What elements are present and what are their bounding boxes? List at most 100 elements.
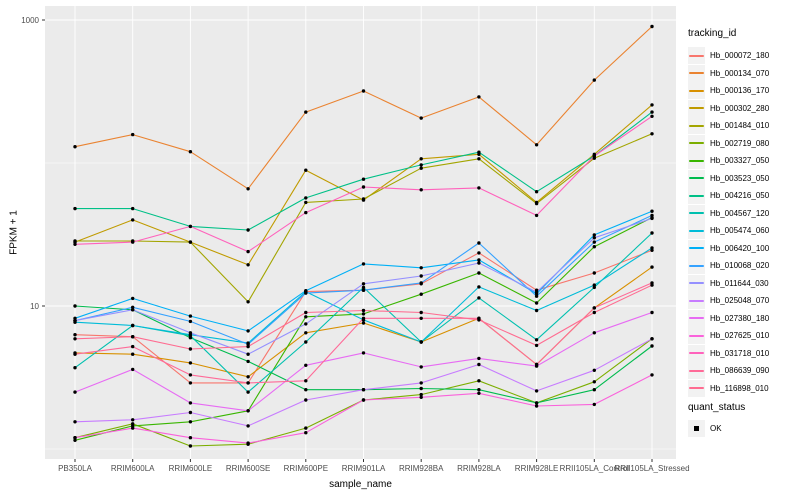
legend-key-line: [689, 142, 704, 144]
legend-key-line: [689, 159, 704, 162]
legend-item-Hb_010068_020: Hb_010068_020: [688, 257, 798, 274]
series-points-Hb_025048_070: [73, 337, 654, 428]
legend-item-Hb_004216_050: Hb_004216_050: [688, 187, 798, 204]
legend-item-label: Hb_025048_070: [710, 296, 770, 305]
legend-key-icon: [688, 309, 705, 327]
legend-item-Hb_116898_010: Hb_116898_010: [688, 379, 798, 397]
legend-item-Hb_004567_120: Hb_004567_120: [688, 204, 798, 222]
series-points-Hb_011644_030: [73, 216, 654, 356]
legend-item-label: Hb_003327_050: [710, 156, 770, 165]
legend-item-label: Hb_004567_120: [710, 208, 770, 218]
legend-key-line: [689, 72, 704, 74]
x-tick-label: RRIM600PE: [284, 464, 328, 473]
legend-item-label: Hb_000302_280: [710, 103, 770, 113]
legend-item-label: Hb_027625_010: [710, 331, 770, 340]
legend-key-line: [689, 124, 704, 127]
series-points-Hb_116898_010: [73, 283, 654, 351]
legend-item-label: Hb_116898_010: [710, 383, 769, 393]
legend-item-label: Hb_000134_070: [710, 68, 770, 78]
tracking-id-legend: tracking_id Hb_000072_180 Hb_000134_070 Hb…: [688, 28, 798, 397]
legend-item-label: Hb_031718_010: [710, 348, 770, 358]
legend-item-Hb_000302_280: Hb_000302_280: [688, 99, 798, 117]
legend-key-icon: [688, 169, 705, 187]
legend-key-line: [689, 194, 704, 197]
plot-panel: [45, 6, 676, 459]
x-tick-label: RRIM600LA: [111, 464, 155, 473]
legend-key-icon: [688, 47, 705, 64]
y-axis-title: FPKM + 1: [8, 210, 20, 255]
legend-key-icon: [688, 222, 705, 239]
series-points-Hb_027380_180: [73, 310, 654, 413]
legend-key-line: [689, 369, 704, 372]
legend-item-label: Hb_003523_050: [710, 173, 770, 183]
legend-item-Hb_025048_070: Hb_025048_070: [688, 292, 798, 309]
quant-status-legend: quant_status OK: [688, 402, 745, 437]
series-points-Hb_006420_100: [73, 209, 654, 333]
legend-item-label: Hb_001484_010: [710, 121, 770, 130]
legend-item-label: Hb_004216_050: [710, 191, 770, 200]
legend-key-line: [689, 89, 704, 92]
x-tick-label: RRII105LA_Stressed: [614, 464, 689, 473]
gridlines: [45, 6, 676, 459]
x-tick-label: RRIM600LE: [169, 464, 213, 473]
legend-item-label: Hb_000072_180: [710, 51, 770, 60]
legend-item-Hb_003327_050: Hb_003327_050: [688, 152, 798, 169]
legend-item-label: Hb_002719_080: [710, 138, 770, 148]
legend-item-label: Hb_027380_180: [710, 313, 770, 323]
x-tick-label: RRIM600SE: [226, 464, 270, 473]
legend-key-line: [689, 352, 704, 354]
legend-key-icon: [688, 257, 705, 274]
series-points-Hb_000134_070: [73, 24, 654, 191]
legend-item-label: Hb_005474_060: [710, 226, 770, 235]
legend-item-Hb_027380_180: Hb_027380_180: [688, 309, 798, 327]
legend-title: tracking_id: [688, 28, 737, 39]
legend-key-icon: [688, 99, 705, 117]
x-tick-label: RRIM928LE: [515, 464, 559, 473]
x-tick-label: RRIM901LA: [342, 464, 386, 473]
series-points-Hb_003523_050: [73, 304, 654, 405]
legend-item-Hb_031718_010: Hb_031718_010: [688, 344, 798, 362]
x-axis-title: sample_name: [329, 479, 392, 490]
legend-item-Hb_006420_100: Hb_006420_100: [688, 239, 798, 257]
legend-key-line: [689, 387, 704, 389]
legend-key-icon: [688, 292, 705, 309]
legend-key-line: [689, 54, 704, 57]
x-tick-label: PB350LA: [58, 464, 92, 473]
legend-key-line: [689, 177, 704, 179]
legend-item-Hb_000072_180: Hb_000072_180: [688, 47, 798, 64]
legend-key-icon: [688, 204, 705, 222]
legend-item-Hb_001484_010: Hb_001484_010: [688, 117, 798, 134]
legend-key-icon: [688, 187, 705, 204]
legend-key-line: [689, 334, 704, 337]
legend-key-line: [689, 299, 704, 302]
legend-key-icon: [688, 134, 705, 152]
x-tick-labels: PB350LA RRIM600LA RRIM600LE RRIM600SE RRIM60…: [58, 464, 689, 473]
legend-key-line: [689, 212, 704, 214]
legend-key-icon: [688, 327, 705, 344]
y-tick-label: 10: [30, 302, 39, 311]
legend-key-line: [689, 264, 704, 267]
legend-key-icon: [688, 379, 705, 397]
legend-item-Hb_000136_170: Hb_000136_170: [688, 82, 798, 99]
quant-label: OK: [710, 424, 722, 433]
series-points-Hb_086639_090: [73, 281, 654, 385]
y-tick-label: 1000: [21, 16, 39, 25]
legend-key-line: [689, 247, 704, 249]
quant-legend-title: quant_status: [688, 402, 746, 413]
legend-key-icon: [688, 117, 705, 134]
axis-ticks: [42, 19, 653, 462]
quant-point-icon: [694, 426, 699, 431]
legend-key-icon: [688, 239, 705, 257]
quant-key: [688, 420, 705, 437]
legend-key-line: [689, 282, 704, 284]
series-points-Hb_031718_010: [73, 114, 654, 254]
legend-key-icon: [688, 152, 705, 169]
legend-item-label: Hb_000136_170: [710, 86, 770, 95]
x-tick-label: RRIM928LA: [457, 464, 501, 473]
legend-item-Hb_005474_060: Hb_005474_060: [688, 222, 798, 239]
legend-key-icon: [688, 274, 705, 292]
legend-item-Hb_003523_050: Hb_003523_050: [688, 169, 798, 187]
legend-item-label: Hb_010068_020: [710, 261, 770, 270]
legend-key-icon: [688, 344, 705, 362]
